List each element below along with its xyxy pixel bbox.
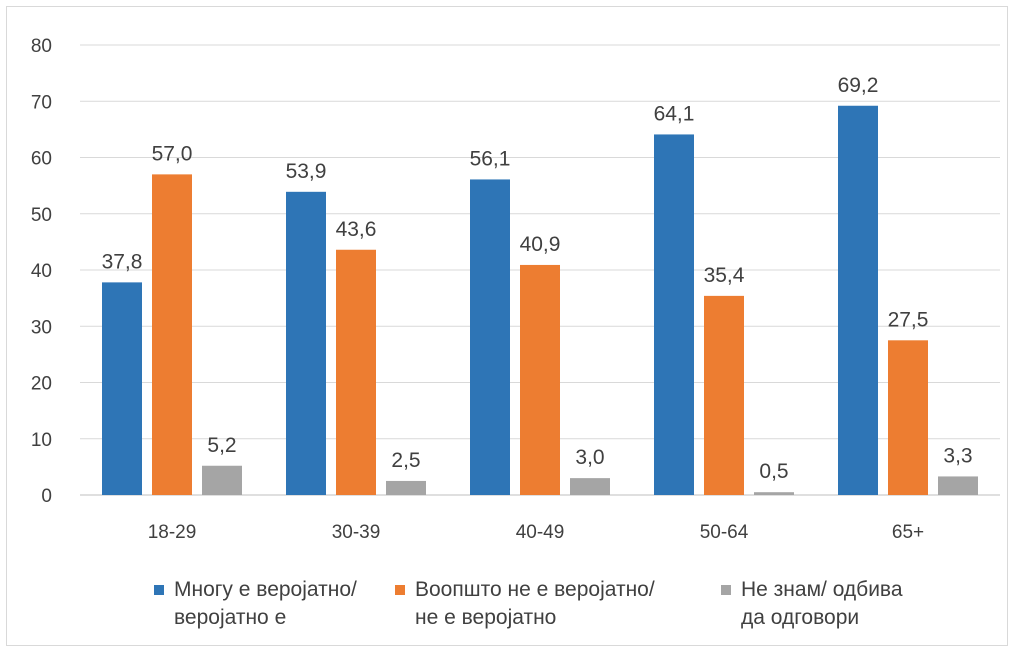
y-tick-label: 60 bbox=[31, 149, 52, 170]
bar-chart: 0 10 20 30 40 50 60 70 80 37,8 57,0 5,2 18-29 53,9 43,… bbox=[31, 36, 1000, 543]
bar bbox=[152, 174, 192, 495]
bar bbox=[754, 492, 794, 495]
y-tick-label: 10 bbox=[31, 430, 52, 451]
bar bbox=[336, 249, 376, 495]
legend: Многу е веројатно/ веројатно е Воопшто н… bbox=[0, 574, 1018, 654]
legend-item-dont-know: Не знам/ одбива да одговори bbox=[721, 576, 903, 632]
data-label: 2,5 bbox=[391, 449, 420, 472]
y-tick-label: 20 bbox=[31, 374, 52, 395]
bar bbox=[286, 191, 326, 495]
x-tick-label: 30-39 bbox=[332, 522, 381, 543]
x-tick-label: 40-49 bbox=[516, 522, 565, 543]
legend-swatch-dont-know bbox=[721, 585, 731, 595]
bar bbox=[520, 264, 560, 495]
data-label: 35,4 bbox=[704, 264, 745, 287]
legend-label-likely: Многу е веројатно/ веројатно е bbox=[174, 578, 357, 629]
data-label: 27,5 bbox=[888, 308, 929, 331]
bar bbox=[102, 282, 142, 495]
legend-item-unlikely: Воопшто не е веројатно/ не е веројатно bbox=[395, 576, 655, 632]
data-label: 3,3 bbox=[943, 444, 972, 467]
x-tick-label: 18-29 bbox=[148, 522, 197, 543]
data-label: 5,2 bbox=[207, 434, 236, 457]
y-tick-label: 40 bbox=[31, 261, 52, 282]
x-tick-label: 50-64 bbox=[700, 522, 749, 543]
data-label: 53,9 bbox=[286, 160, 327, 183]
y-tick-label: 80 bbox=[31, 36, 52, 57]
data-label: 40,9 bbox=[520, 233, 561, 256]
data-label: 69,2 bbox=[838, 74, 879, 97]
x-tick-label: 65+ bbox=[892, 522, 924, 543]
bar bbox=[654, 134, 694, 495]
bar bbox=[838, 105, 878, 495]
y-tick-label: 30 bbox=[31, 317, 52, 338]
bar bbox=[570, 478, 610, 495]
data-label: 3,0 bbox=[575, 446, 604, 469]
legend-swatch-likely bbox=[154, 585, 164, 595]
legend-label-unlikely: Воопшто не е веројатно/ не е веројатно bbox=[415, 578, 655, 629]
data-label: 56,1 bbox=[470, 147, 511, 170]
y-tick-label: 70 bbox=[31, 92, 52, 113]
y-tick-label: 50 bbox=[31, 205, 52, 226]
data-label: 57,0 bbox=[152, 142, 193, 165]
bar bbox=[888, 340, 928, 495]
bar bbox=[938, 476, 978, 495]
data-label: 43,6 bbox=[336, 218, 377, 241]
data-label: 37,8 bbox=[102, 250, 143, 273]
bar bbox=[704, 295, 744, 495]
data-label: 0,5 bbox=[759, 460, 788, 483]
bar bbox=[470, 179, 510, 495]
bar bbox=[202, 465, 242, 495]
legend-swatch-unlikely bbox=[395, 585, 405, 595]
y-tick-label: 0 bbox=[41, 486, 52, 507]
legend-item-likely: Многу е веројатно/ веројатно е bbox=[154, 576, 357, 632]
bar bbox=[386, 480, 426, 495]
legend-label-dont-know: Не знам/ одбива да одговори bbox=[741, 578, 903, 629]
data-label: 64,1 bbox=[654, 102, 695, 125]
